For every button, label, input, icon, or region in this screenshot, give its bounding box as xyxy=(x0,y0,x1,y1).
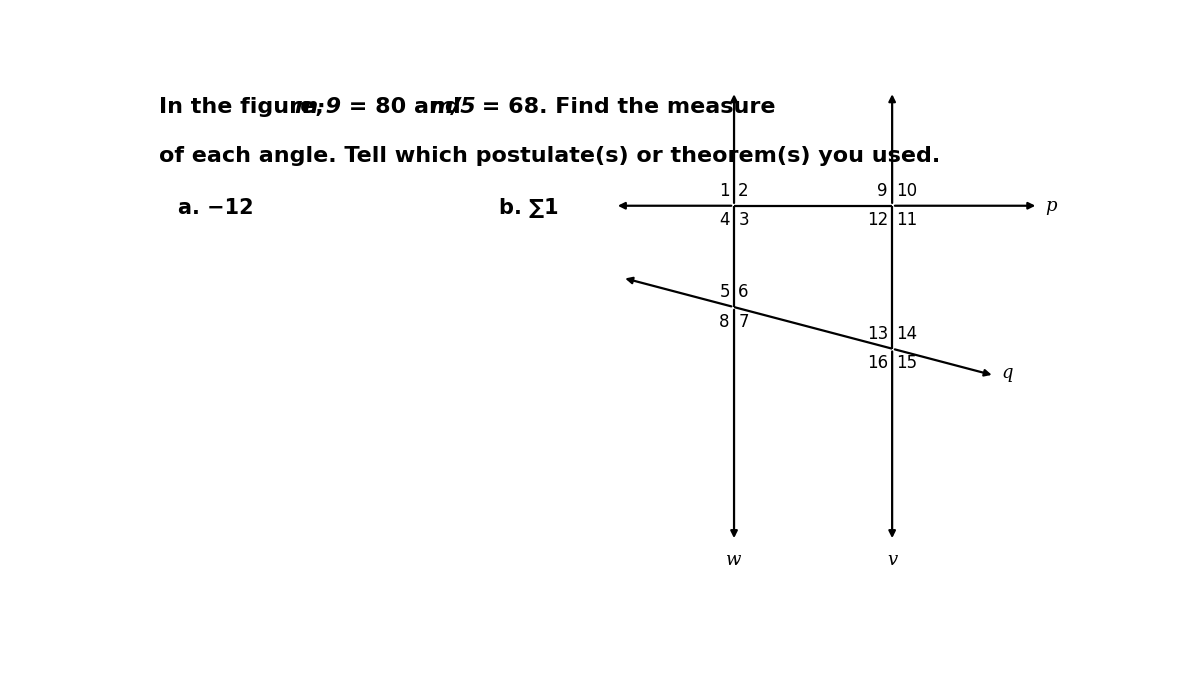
Text: In the figure,: In the figure, xyxy=(160,97,331,117)
Text: w: w xyxy=(726,551,742,570)
Text: 6: 6 xyxy=(738,284,749,301)
Text: 16: 16 xyxy=(866,354,888,373)
Text: 11: 11 xyxy=(896,211,918,230)
Text: = 68. Find the measure: = 68. Find the measure xyxy=(474,97,775,117)
Text: 3: 3 xyxy=(738,211,749,230)
Text: of each angle. Tell which postulate(s) or theorem(s) you used.: of each angle. Tell which postulate(s) o… xyxy=(160,146,941,166)
Text: a. −12: a. −12 xyxy=(178,198,253,218)
Text: 1: 1 xyxy=(719,182,730,200)
Text: m∙9: m∙9 xyxy=(294,97,341,117)
Text: b. ∑1: b. ∑1 xyxy=(499,198,558,218)
Text: 15: 15 xyxy=(896,354,918,373)
Text: 14: 14 xyxy=(896,325,918,343)
Text: 7: 7 xyxy=(738,313,749,331)
Text: 5: 5 xyxy=(719,284,730,301)
Text: 4: 4 xyxy=(719,211,730,230)
Text: 8: 8 xyxy=(719,313,730,331)
Text: 9: 9 xyxy=(877,182,888,200)
Text: 13: 13 xyxy=(866,325,888,343)
Text: 2: 2 xyxy=(738,182,749,200)
Text: m∕5: m∕5 xyxy=(430,97,475,117)
Text: = 80 and: = 80 and xyxy=(341,97,468,117)
Text: q: q xyxy=(1002,364,1013,382)
Text: 10: 10 xyxy=(896,182,918,200)
Text: p: p xyxy=(1045,196,1057,215)
Text: 12: 12 xyxy=(866,211,888,230)
Text: v: v xyxy=(887,551,898,570)
